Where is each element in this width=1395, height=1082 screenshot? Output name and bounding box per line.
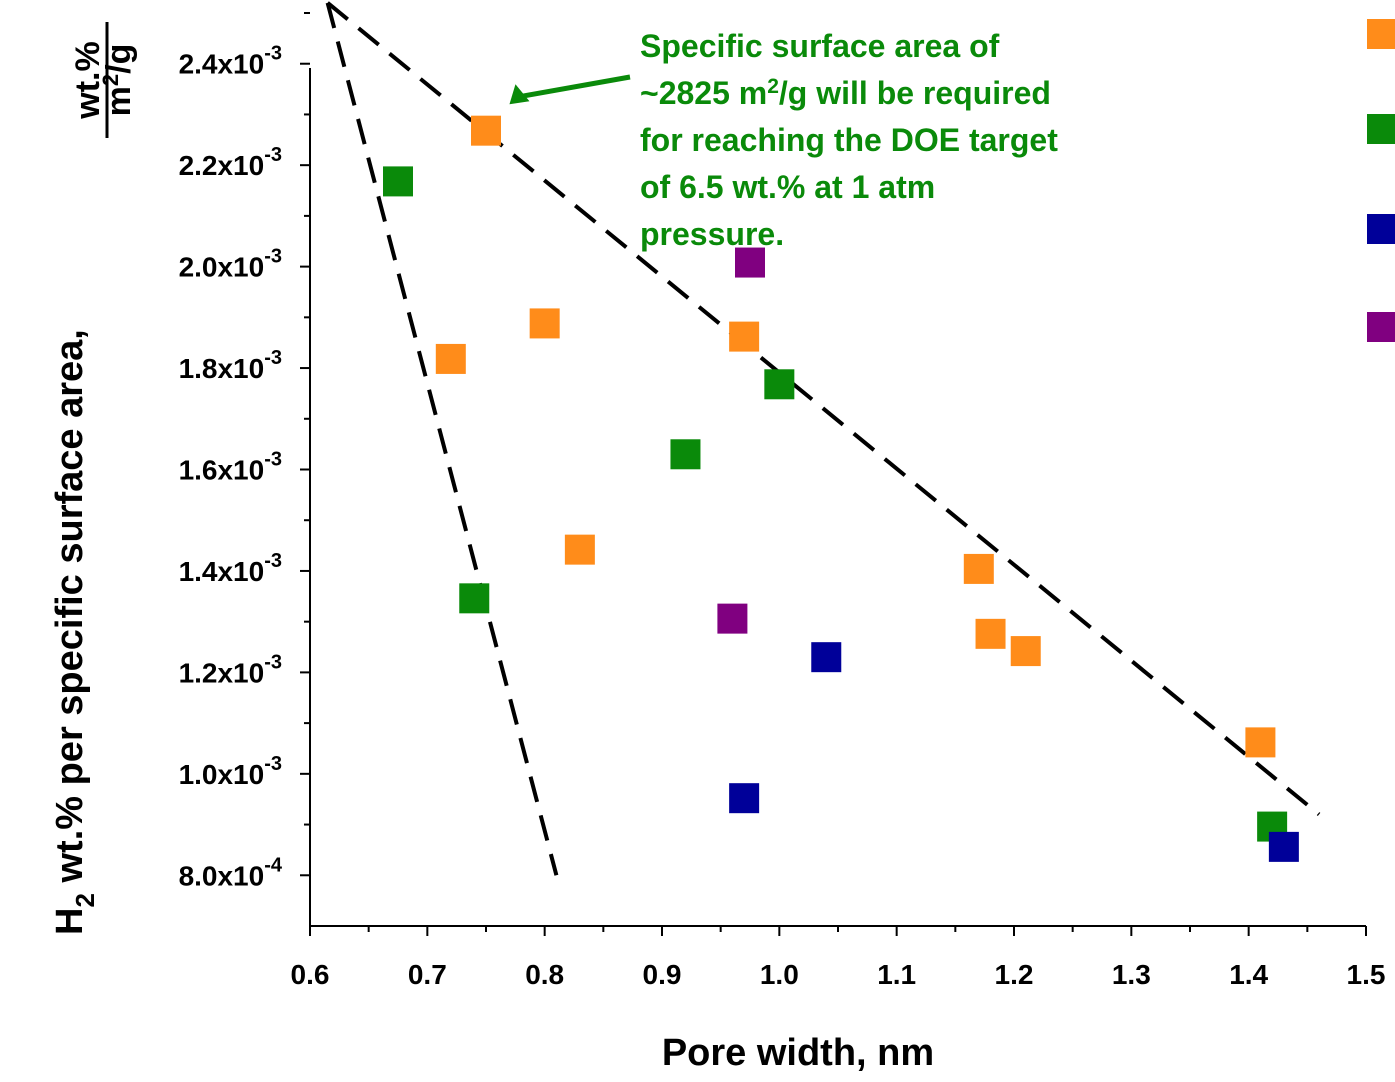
- data-point: [717, 603, 748, 634]
- annotation: Specific surface area of ~2825 m2/g will …: [509, 28, 1058, 252]
- data-point: [435, 343, 466, 374]
- data-point: [670, 439, 701, 470]
- data-point: [764, 369, 795, 400]
- legend-marker: [1367, 312, 1395, 342]
- y-tick-label: 1.8x10-3: [179, 347, 282, 384]
- y-axis-unit-denominator: m2/g: [98, 44, 138, 117]
- legend-marker: [1367, 214, 1395, 244]
- data-point: [459, 583, 490, 614]
- annotation-line: Specific surface area of: [640, 28, 1000, 64]
- data-point: [975, 618, 1006, 649]
- y-axis-title-prefix-sub: 2: [70, 893, 100, 907]
- legend-marker: [1367, 114, 1395, 144]
- data-point: [729, 321, 760, 352]
- y-tick-label: 1.2x10-3: [179, 651, 282, 688]
- y-axis-title-prefix: H: [49, 908, 91, 935]
- annotation-line: pressure.: [640, 216, 784, 252]
- y-tick-label: 1.0x10-3: [179, 753, 282, 790]
- y-axis-unit-fraction: wt.% m2/g: [69, 22, 138, 138]
- data-point: [811, 642, 842, 673]
- x-tick-label: 1.3: [1112, 959, 1151, 990]
- x-tick-label: 1.4: [1229, 959, 1268, 990]
- legend: [1367, 19, 1395, 342]
- svg-text:H2 wt.% per specific surface a: H2 wt.% per specific surface area,: [49, 329, 100, 935]
- y-tick-label: 2.0x10-3: [179, 246, 282, 283]
- trend-line: [325, 2, 559, 876]
- annotation-line: of 6.5 wt.% at 1 atm: [640, 169, 935, 205]
- y-tick-label: 8.0x10-4: [179, 854, 283, 891]
- x-tick-label: 0.7: [408, 959, 447, 990]
- x-tick-label: 1.1: [877, 959, 916, 990]
- data-point: [529, 308, 560, 339]
- data-point: [1010, 636, 1041, 667]
- data-point: [729, 783, 760, 814]
- data-point: [383, 166, 413, 197]
- annotation-line: ~2825 m2/g will be required: [640, 75, 1051, 111]
- x-tick-label: 0.9: [643, 959, 682, 990]
- y-tick-label: 2.4x10-3: [179, 43, 282, 80]
- data-point: [564, 534, 595, 565]
- data-point: [1245, 727, 1276, 758]
- x-tick-label: 1.0: [760, 959, 799, 990]
- y-axis-title-main: wt.% per specific surface area,: [49, 329, 91, 893]
- data-point: [471, 115, 501, 146]
- y-tick-label: 2.2x10-3: [179, 144, 282, 181]
- y-tick-label: 1.6x10-3: [179, 449, 282, 486]
- data-point: [735, 247, 765, 278]
- data-point: [963, 553, 994, 584]
- x-tick-label: 1.2: [995, 959, 1034, 990]
- annotation-arrowhead: [509, 84, 530, 105]
- legend-marker: [1367, 19, 1395, 49]
- data-point: [1268, 831, 1299, 862]
- y-axis-title: H2 wt.% per specific surface area,: [49, 329, 100, 935]
- y-tick-label: 1.4x10-3: [179, 550, 282, 587]
- x-tick-label: 0.8: [525, 959, 564, 990]
- x-tick-label: 0.6: [291, 959, 330, 990]
- x-axis-title: Pore width, nm: [662, 1032, 934, 1074]
- y-axis-unit-numerator: wt.%: [69, 41, 107, 119]
- annotation-line: for reaching the DOE target: [640, 122, 1058, 158]
- annotation-arrow: [521, 74, 631, 99]
- x-tick-label: 1.5: [1347, 959, 1386, 990]
